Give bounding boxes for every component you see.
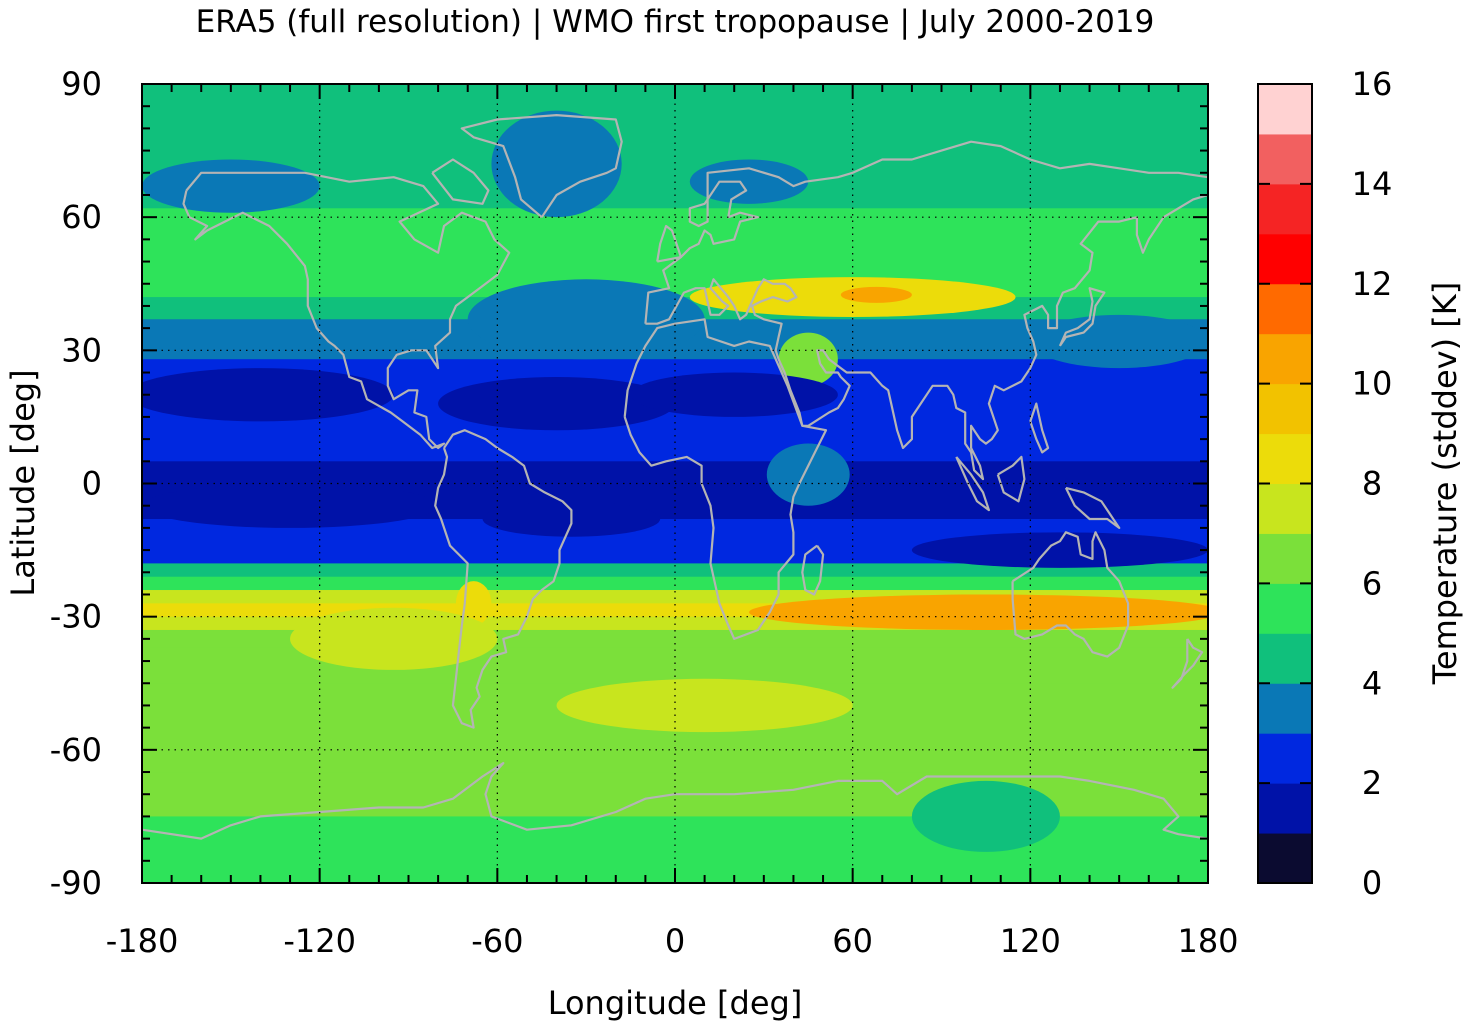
colorbar-tick-label: 14 <box>1352 165 1393 203</box>
x-axis-ticks: -180 -120 -60 0 60 120 180 <box>106 922 1239 960</box>
y-axis-ticks: 90 60 30 0 -30 -60 -90 <box>50 65 102 902</box>
x-axis-title: Longitude [deg] <box>548 984 803 1022</box>
heatmap-band <box>142 337 1208 361</box>
heatmap-feature <box>491 110 622 218</box>
coastline <box>996 455 1026 503</box>
coastline <box>1171 638 1204 689</box>
y-tick-label: -90 <box>50 864 102 902</box>
heatmap-band <box>142 128 1208 174</box>
heatmap-feature <box>778 332 838 386</box>
heatmap-feature <box>556 678 853 733</box>
colorbar-swatch <box>1258 133 1312 185</box>
colorbar-swatch <box>1258 533 1312 584</box>
colorbar-tick-label: 2 <box>1362 764 1382 802</box>
x-tick-label: -180 <box>106 922 179 960</box>
coastline <box>1064 486 1121 529</box>
heatmap-feature <box>911 780 1060 852</box>
heatmap-feature <box>840 286 912 303</box>
heatmap-feature <box>142 483 439 528</box>
gridlines <box>142 84 1208 883</box>
coastline <box>142 762 1208 840</box>
y-tick-label: 90 <box>61 65 102 103</box>
y-axis-title: Latitude [deg] <box>4 369 42 596</box>
y-tick-label: -30 <box>50 598 102 636</box>
colorbar-tick-label: 8 <box>1362 465 1382 503</box>
minor-ticks <box>141 83 1209 884</box>
coastline <box>1011 531 1130 658</box>
coastline <box>434 429 573 729</box>
coastline <box>656 224 682 263</box>
heatmap-feature <box>630 372 838 417</box>
coastline <box>460 114 623 219</box>
colorbar-swatch <box>1258 833 1312 884</box>
coastline <box>1029 402 1050 454</box>
colorbar-swatch <box>1258 84 1312 135</box>
x-tick-label: 120 <box>1000 922 1061 960</box>
heatmap-band <box>142 239 1208 272</box>
colorbar-swatch <box>1258 633 1312 684</box>
colorbar-swatch <box>1258 683 1312 734</box>
heatmap-band <box>142 563 1208 578</box>
coastlines <box>142 114 1208 840</box>
heatmap-feature <box>766 443 850 506</box>
colorbar-swatch <box>1258 233 1312 285</box>
colorbar-swatch <box>1258 383 1312 435</box>
heatmap-feature <box>911 532 1208 568</box>
colorbar-swatch <box>1258 483 1312 534</box>
coastline <box>801 544 825 596</box>
heatmap-band <box>142 172 1208 210</box>
x-tick-label: 60 <box>832 922 873 960</box>
x-tick-label: 180 <box>1177 922 1238 960</box>
coastline <box>645 193 1208 481</box>
colorbar-swatch <box>1258 283 1312 335</box>
colorbar-swatch <box>1258 783 1312 834</box>
colorbar-tick-label: 4 <box>1362 664 1382 702</box>
heatmap-feature <box>290 607 498 670</box>
coastline <box>623 318 828 640</box>
colorbar-tick-label: 6 <box>1362 564 1382 602</box>
colorbar-ticks: 0 2 4 6 8 10 12 14 16 <box>1258 65 1392 902</box>
colorbar-swatch <box>1258 183 1312 235</box>
heatmap-feature <box>142 159 320 213</box>
coastline <box>182 171 511 450</box>
coastline <box>644 140 1208 324</box>
colorbar-swatch <box>1258 333 1312 385</box>
x-tick-label: 0 <box>665 922 685 960</box>
y-tick-label: -60 <box>50 731 102 769</box>
heatmap-band <box>142 576 1208 591</box>
colorbar-tick-label: 10 <box>1352 365 1393 403</box>
colorbar-tick-label: 12 <box>1352 265 1393 303</box>
y-tick-label: 60 <box>61 198 102 236</box>
chart-title: ERA5 (full resolution) | WMO first tropo… <box>196 4 1155 40</box>
x-tick-label: -120 <box>283 922 356 960</box>
colorbar-tick-label: 0 <box>1362 864 1382 902</box>
heatmap-band <box>142 208 1208 241</box>
heatmap-feature <box>467 279 705 360</box>
colorbar-tick-label: 16 <box>1352 65 1393 103</box>
colorbar-swatches <box>1258 84 1312 884</box>
colorbar: 0 2 4 6 8 10 12 14 16 <box>1257 65 1392 902</box>
plot-area: -180 -120 -60 0 60 120 180 90 60 30 0 -30 -60 -90 <box>50 65 1239 960</box>
heatmap-feature <box>749 594 1208 630</box>
coastline <box>431 158 490 205</box>
heatmap-feature <box>142 368 394 422</box>
colorbar-swatch <box>1258 433 1312 484</box>
colorbar-swatch <box>1258 733 1312 784</box>
y-tick-label: 30 <box>61 331 102 369</box>
colorbar-swatch <box>1258 583 1312 634</box>
x-tick-label: -60 <box>471 922 523 960</box>
y-tick-label: 0 <box>82 465 102 503</box>
colorbar-title: Temperature (stddev) [K] <box>1426 282 1464 685</box>
coastline <box>1058 287 1106 347</box>
